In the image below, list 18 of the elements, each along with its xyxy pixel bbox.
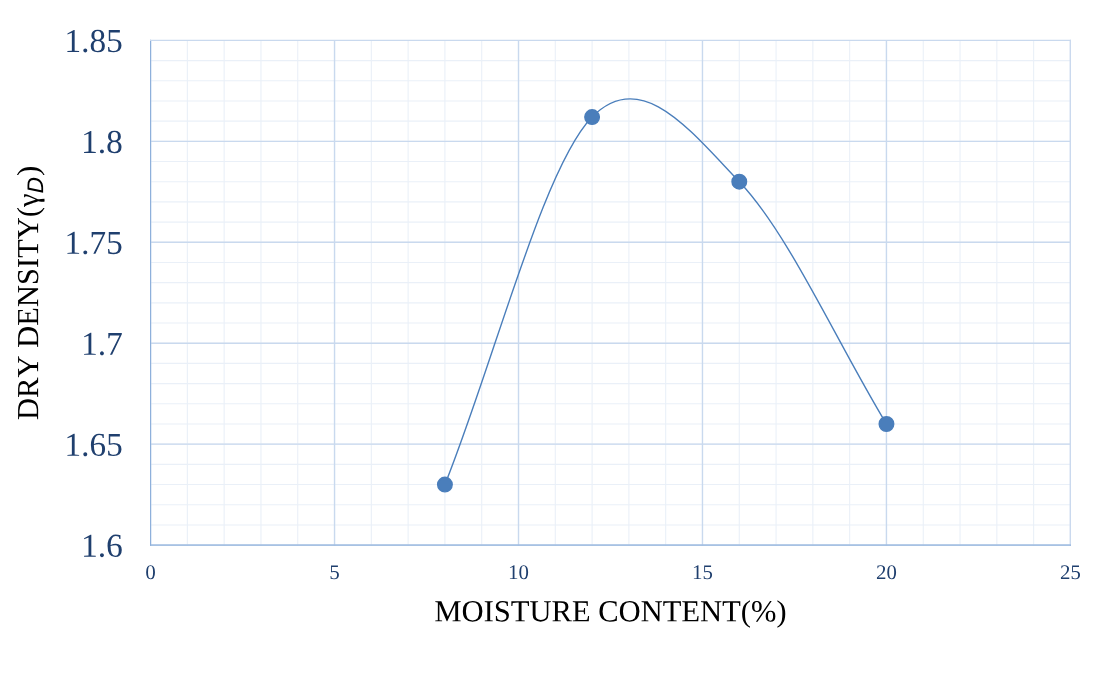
y-tick-label: 1.8 bbox=[84, 130, 122, 154]
point bbox=[878, 416, 895, 432]
point bbox=[584, 109, 601, 126]
y-tick-label: 1.7 bbox=[84, 332, 122, 356]
x-tick-label: 0 bbox=[146, 565, 155, 580]
x-tick-label: 25 bbox=[1060, 565, 1081, 580]
x-axis-title: MOISTURE CONTENT(%) bbox=[435, 600, 786, 628]
x-tick-label: 20 bbox=[876, 565, 897, 580]
y-tick-label: 1.85 bbox=[67, 29, 122, 53]
y-axis-title: DRY DENSITY(γ$_{D}$) bbox=[16, 167, 45, 420]
point bbox=[731, 173, 748, 190]
y-tick-label: 1.6 bbox=[84, 534, 122, 558]
x-tick-label: 5 bbox=[330, 565, 339, 580]
x-tick-label: 15 bbox=[693, 565, 713, 580]
x-tick-label: 10 bbox=[509, 565, 529, 580]
y-tick-label: 1.65 bbox=[67, 433, 122, 457]
y-tick-label: 1.75 bbox=[67, 231, 122, 255]
point bbox=[436, 476, 453, 493]
